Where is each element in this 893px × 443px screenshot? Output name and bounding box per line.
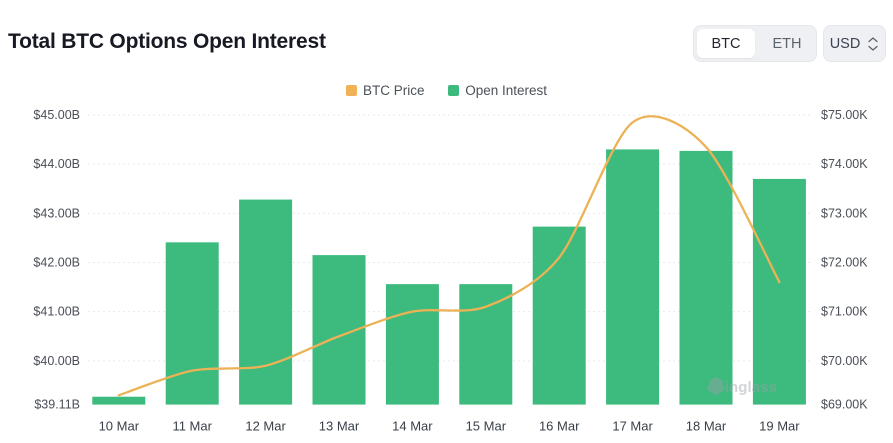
svg-text:16 Mar: 16 Mar — [539, 419, 580, 434]
svg-text:$44.00B: $44.00B — [33, 157, 80, 171]
svg-text:$41.00B: $41.00B — [33, 305, 80, 319]
svg-text:$73.00K: $73.00K — [821, 206, 868, 220]
svg-text:$72.00K: $72.00K — [821, 256, 868, 270]
svg-text:19 Mar: 19 Mar — [759, 419, 800, 434]
svg-text:14 Mar: 14 Mar — [392, 419, 433, 434]
svg-text:$74.00K: $74.00K — [821, 157, 868, 171]
svg-text:$75.00K: $75.00K — [821, 108, 868, 122]
svg-text:$70.00K: $70.00K — [821, 354, 868, 368]
svg-text:$45.00B: $45.00B — [33, 108, 80, 122]
svg-text:$71.00K: $71.00K — [821, 305, 868, 319]
svg-text:13 Mar: 13 Mar — [319, 419, 360, 434]
svg-text:$42.00B: $42.00B — [33, 256, 80, 270]
svg-text:11 Mar: 11 Mar — [172, 419, 212, 434]
svg-text:$39.11B: $39.11B — [34, 398, 80, 412]
svg-text:12 Mar: 12 Mar — [245, 419, 286, 434]
svg-text:18 Mar: 18 Mar — [686, 419, 727, 434]
svg-text:17 Mar: 17 Mar — [612, 419, 653, 434]
svg-text:$40.00B: $40.00B — [33, 354, 80, 368]
svg-text:15 Mar: 15 Mar — [466, 419, 507, 434]
svg-text:$43.00B: $43.00B — [33, 206, 80, 220]
svg-text:10 Mar: 10 Mar — [99, 419, 140, 434]
svg-text:$69.00K: $69.00K — [821, 398, 868, 412]
